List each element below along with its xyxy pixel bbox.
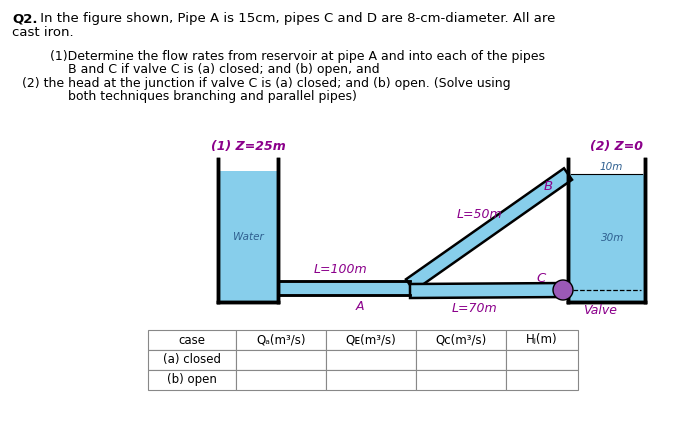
Text: Qᴄ(m³/s): Qᴄ(m³/s): [435, 333, 486, 347]
Text: Water: Water: [232, 232, 263, 242]
Text: (1) Z=25m: (1) Z=25m: [211, 140, 286, 153]
Text: Hⱼ(m): Hⱼ(m): [526, 333, 558, 347]
Text: Qₐ(m³/s): Qₐ(m³/s): [256, 333, 306, 347]
Text: Q2.: Q2.: [12, 12, 38, 25]
Bar: [326, 330, 416, 350]
Bar: [416, 350, 506, 370]
Text: (b) open: (b) open: [167, 374, 217, 387]
Circle shape: [553, 280, 573, 300]
Text: C: C: [536, 272, 545, 285]
Bar: [148, 330, 236, 350]
Bar: [326, 370, 416, 390]
Bar: [326, 350, 416, 370]
Text: L=100m: L=100m: [313, 263, 367, 276]
Bar: [506, 350, 578, 370]
Bar: [506, 330, 578, 350]
Text: L=50m: L=50m: [456, 208, 502, 221]
Bar: [148, 350, 236, 370]
Text: Qᴇ(m³/s): Qᴇ(m³/s): [346, 333, 396, 347]
Text: L=70m: L=70m: [452, 302, 497, 315]
Text: 10m: 10m: [600, 162, 623, 172]
Bar: [218, 171, 278, 302]
Text: B: B: [543, 179, 552, 193]
Text: both techniques branching and parallel pipes): both techniques branching and parallel p…: [68, 90, 357, 103]
Bar: [416, 330, 506, 350]
Text: 30m: 30m: [601, 233, 624, 243]
Polygon shape: [406, 168, 572, 291]
Bar: [236, 370, 326, 390]
Bar: [416, 370, 506, 390]
Text: (a) closed: (a) closed: [163, 353, 221, 366]
Text: B and C if valve C is (a) closed; and (b) open, and: B and C if valve C is (a) closed; and (b…: [68, 63, 379, 76]
Text: cast iron.: cast iron.: [12, 26, 74, 39]
Polygon shape: [410, 283, 568, 298]
Text: In the figure shown, Pipe A is 15cm, pipes C and D are 8-cm-diameter. All are: In the figure shown, Pipe A is 15cm, pip…: [36, 12, 555, 25]
Text: case: case: [178, 333, 206, 347]
Bar: [236, 350, 326, 370]
Text: (1)Determine the flow rates from reservoir at pipe A and into each of the pipes: (1)Determine the flow rates from reservo…: [50, 50, 545, 63]
Text: (2) Z=0: (2) Z=0: [590, 140, 643, 153]
Bar: [568, 174, 645, 302]
Bar: [236, 330, 326, 350]
Text: (2) the head at the junction if valve C is (a) closed; and (b) open. (Solve usin: (2) the head at the junction if valve C …: [22, 77, 510, 90]
Bar: [148, 370, 236, 390]
Text: Valve: Valve: [583, 304, 617, 317]
Text: A: A: [356, 300, 364, 313]
Bar: [506, 370, 578, 390]
